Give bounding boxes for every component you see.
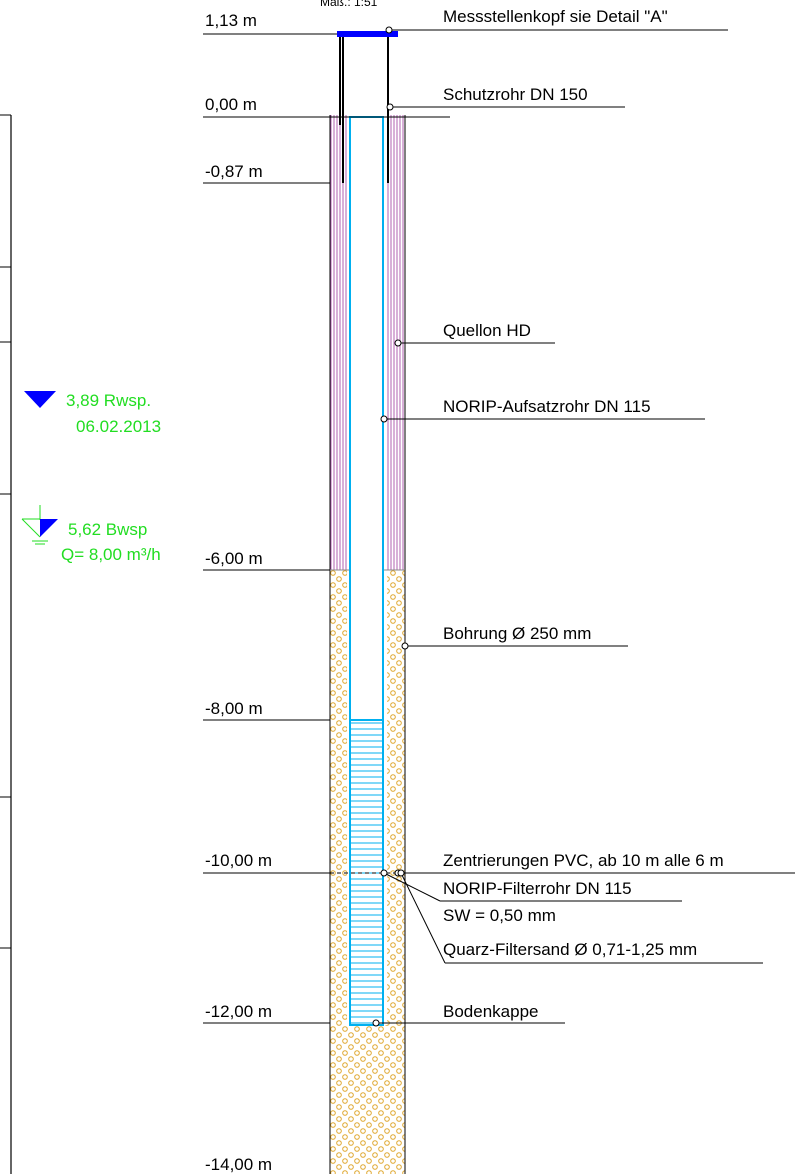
depth-label: 1,13 m	[205, 11, 257, 30]
well-head-cap	[337, 31, 398, 37]
scale-note: Maß.: 1:51	[320, 0, 378, 9]
operating-water-level: 5,62 Bwsp Q= 8,00 m³/h	[21, 505, 161, 564]
depth-label: -6,00 m	[205, 549, 263, 568]
depth-bore-end: -14,00 m	[205, 1155, 272, 1174]
component-label: Messstellenkopf sie Detail "A"	[443, 7, 668, 26]
filter-sand-left	[330, 570, 347, 1174]
callout-head: Messstellenkopf sie Detail "A"	[385, 7, 728, 34]
operating-water-value: 5,62 Bwsp	[68, 520, 147, 539]
rest-water-triangle-icon	[24, 391, 56, 408]
depth-protect-end: -0,87 m	[203, 162, 330, 184]
callout-filter-sand: Quarz-Filtersand Ø 0,71-1,25 mm	[397, 869, 763, 964]
depth-label: -14,00 m	[205, 1155, 272, 1174]
operating-water-triangle-icon	[40, 519, 58, 537]
depth-labels: 1,13 m 0,00 m -0,87 m -6,00 m -8,00 m -1…	[203, 11, 337, 1174]
component-label: Quarz-Filtersand Ø 0,71-1,25 mm	[443, 940, 697, 959]
callout-centralizers: Zentrierungen PVC, ab 10 m alle 6 m	[394, 851, 795, 877]
rest-water-date: 06.02.2013	[76, 417, 161, 436]
component-label: Quellon HD	[443, 321, 531, 340]
depth-filter-start: -8,00 m	[203, 699, 330, 721]
callout-filter-pipe: NORIP-Filterrohr DN 115 SW = 0,50 mm	[380, 869, 682, 925]
callout-riser: NORIP-Aufsatzrohr DN 115	[380, 397, 705, 423]
depth-ground: 0,00 m	[203, 95, 290, 118]
well-pipe	[349, 116, 384, 1026]
depth-label: 0,00 m	[205, 95, 257, 114]
clay-seal-left	[330, 115, 347, 570]
depth-label: -8,00 m	[205, 699, 263, 718]
callout-seal: Quellon HD	[394, 321, 555, 347]
rest-water-value: 3,89 Rwsp.	[66, 391, 151, 410]
profile-column-frame	[0, 114, 12, 1174]
depth-bottom-cap: -12,00 m	[203, 1002, 330, 1024]
rest-water-level: 3,89 Rwsp. 06.02.2013	[24, 391, 161, 436]
depth-label: -10,00 m	[205, 851, 272, 870]
component-label: Schutzrohr DN 150	[443, 85, 588, 104]
component-label: NORIP-Filterrohr DN 115	[443, 879, 632, 898]
depth-top: 1,13 m	[203, 11, 337, 35]
component-callouts: Messstellenkopf sie Detail "A" Schutzroh…	[372, 7, 795, 1027]
callout-end-cap: Bodenkappe	[372, 1002, 565, 1027]
depth-centering: -10,00 m	[203, 851, 330, 874]
callout-protective-pipe: Schutzrohr DN 150	[386, 85, 625, 111]
component-label: Bodenkappe	[443, 1002, 538, 1021]
depth-seal-end: -6,00 m	[203, 549, 330, 571]
operating-flow-rate: Q= 8,00 m³/h	[61, 545, 161, 564]
component-label: SW = 0,50 mm	[443, 906, 556, 925]
depth-label: -12,00 m	[205, 1002, 272, 1021]
filter-sand-below-cap	[347, 1025, 387, 1174]
callout-borehole: Bohrung Ø 250 mm	[401, 624, 628, 650]
component-label: NORIP-Aufsatzrohr DN 115	[443, 397, 651, 416]
component-label: Zentrierungen PVC, ab 10 m alle 6 m	[443, 851, 724, 870]
depth-label: -0,87 m	[205, 162, 263, 181]
riser-pipe	[349, 116, 384, 721]
component-label: Bohrung Ø 250 mm	[443, 624, 591, 643]
